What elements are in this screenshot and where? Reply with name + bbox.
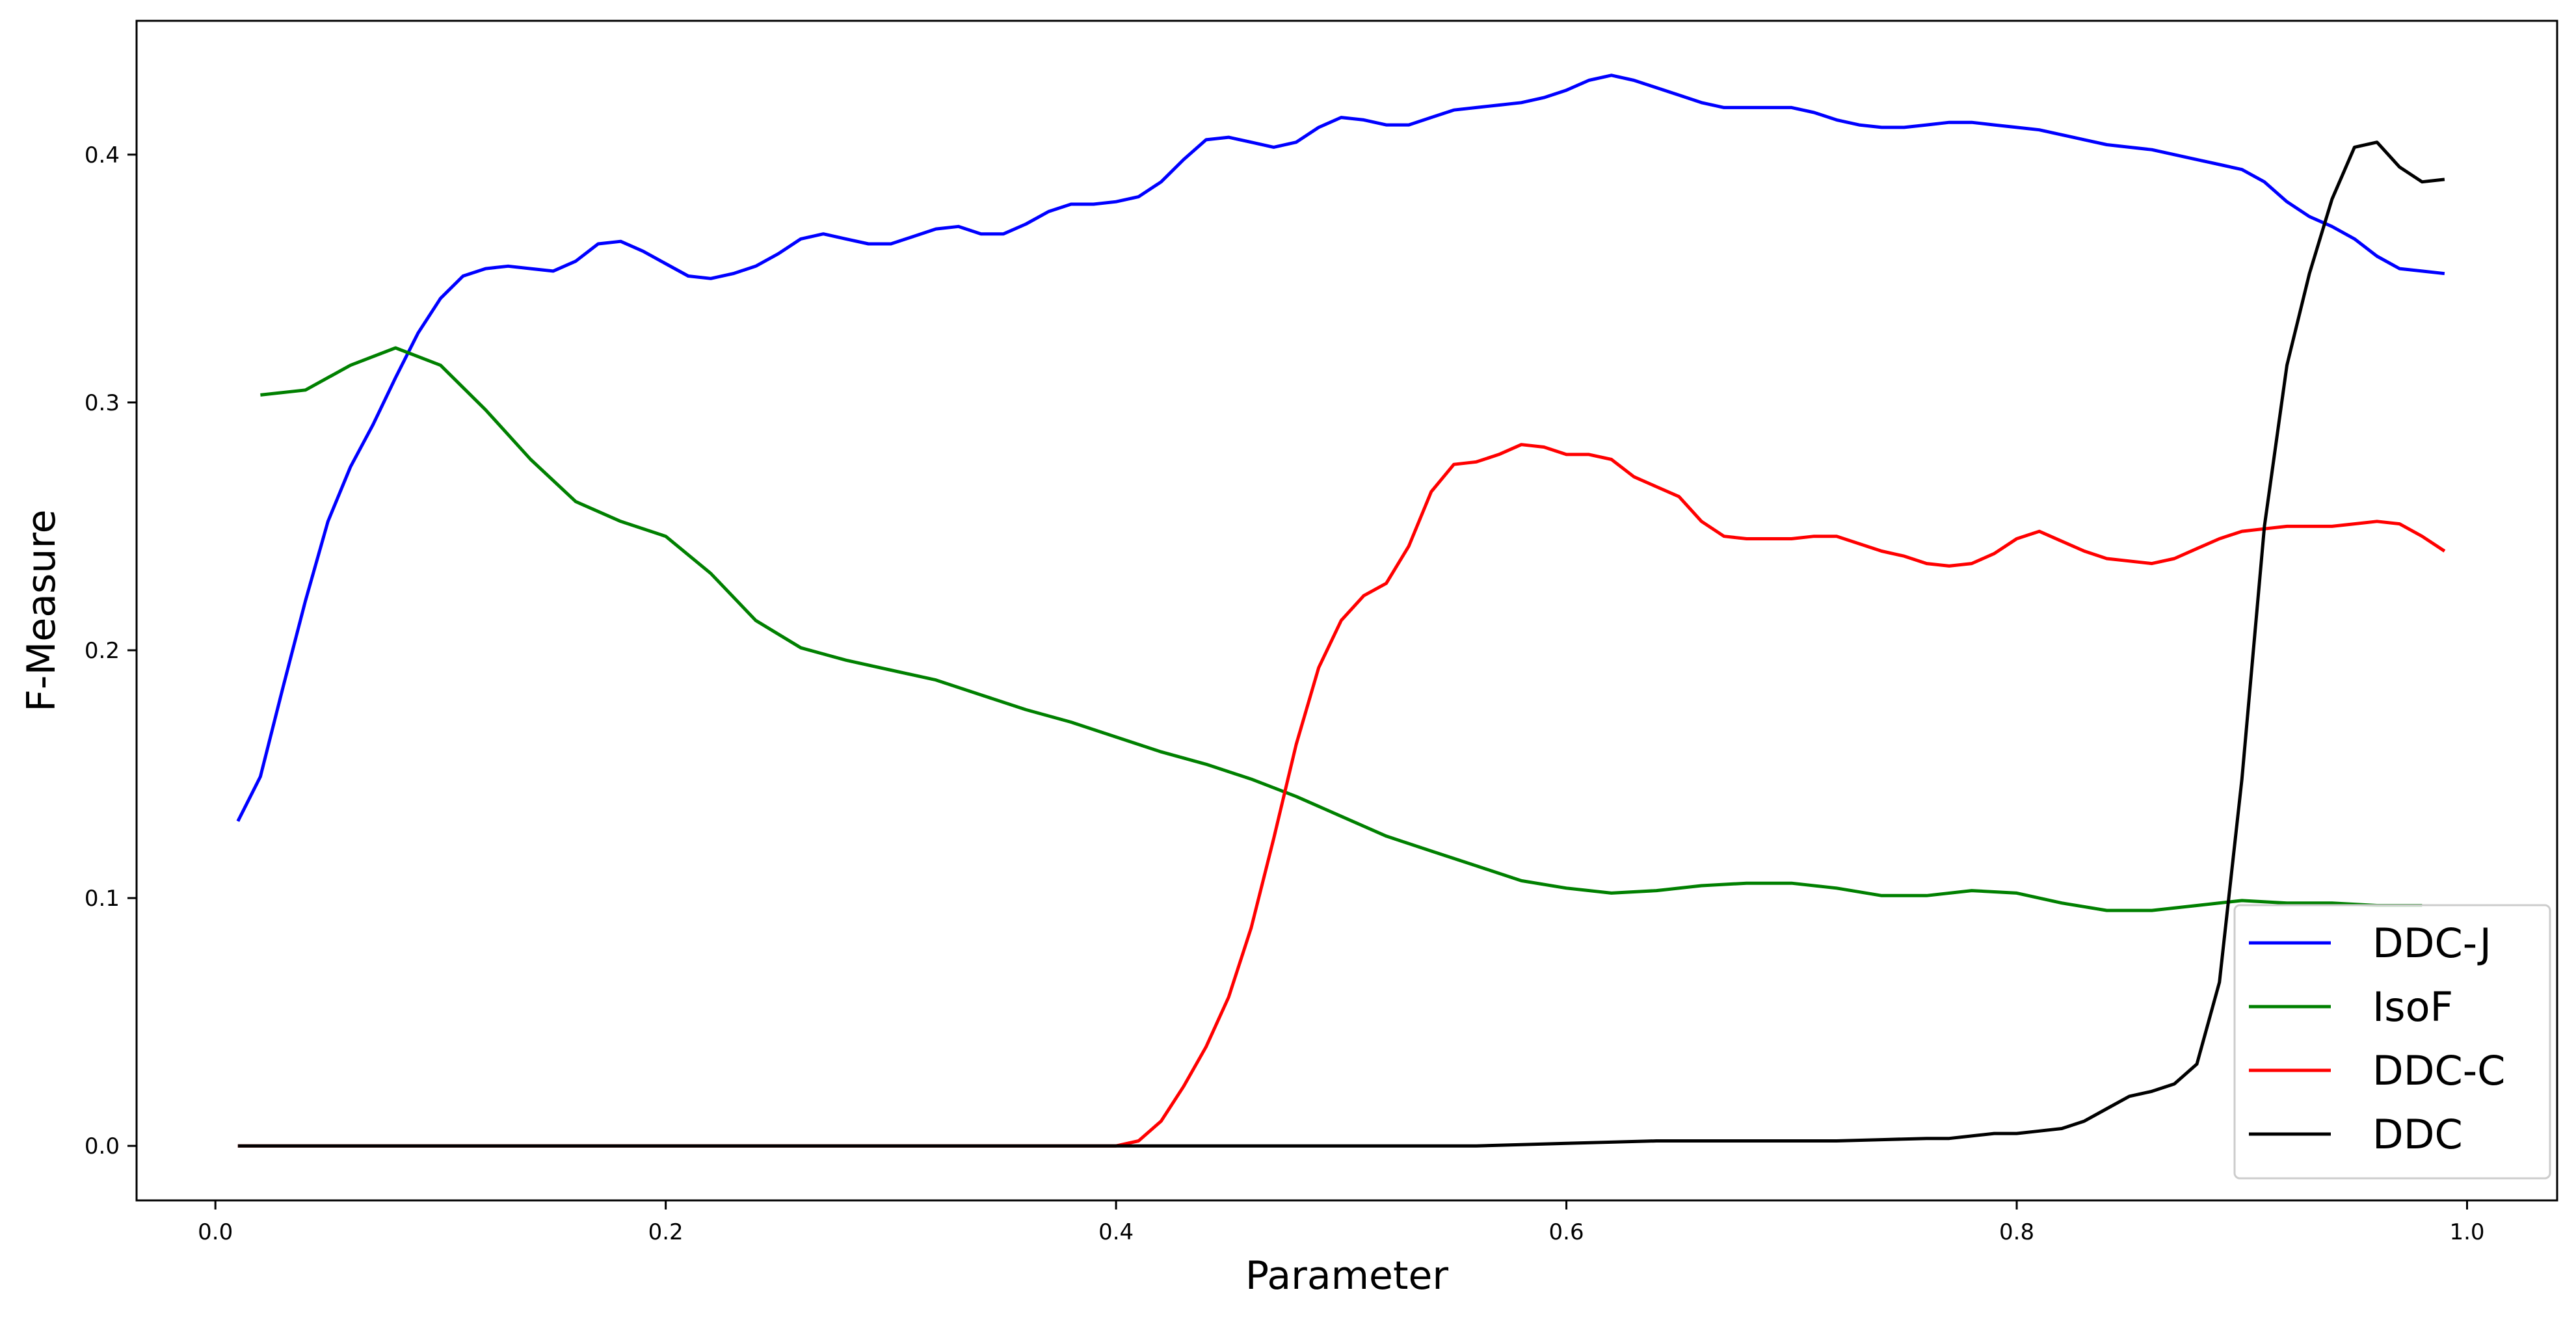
- y-tick-label: 0.1: [85, 886, 120, 912]
- x-tick-label: 0.2: [648, 1219, 684, 1245]
- y-tick-label: 0.0: [85, 1133, 120, 1159]
- y-tick-label: 0.3: [85, 390, 120, 416]
- legend-label: IsoF: [2372, 983, 2453, 1031]
- y-axis-title: F-Measure: [19, 509, 64, 711]
- series-line-ddc: [237, 140, 2445, 1148]
- series-line-ddc-c: [237, 443, 2446, 1148]
- x-tick-label: 0.6: [1549, 1219, 1584, 1245]
- legend-label: DDC: [2372, 1111, 2463, 1158]
- x-tick-label: 1.0: [2449, 1219, 2484, 1245]
- y-tick-label: 0.4: [85, 142, 120, 168]
- legend-label: DDC-J: [2372, 919, 2491, 967]
- legend-box: [2233, 904, 2551, 1180]
- series-line-ddc-j: [236, 73, 2445, 823]
- series-line-isof: [260, 346, 2423, 912]
- x-tick-label: 0.0: [198, 1219, 233, 1245]
- legend-label: DDC-C: [2372, 1047, 2505, 1094]
- x-axis: 0.0 0.2 0.4 0.6 0.8 1.0: [198, 1200, 2485, 1245]
- y-tick-label: 0.2: [85, 638, 120, 664]
- series-layer: [236, 73, 2446, 1148]
- plot-frame: [135, 20, 2558, 1202]
- x-axis-title: Parameter: [1245, 1253, 1448, 1299]
- y-axis: 0.0 0.1 0.2 0.3 0.4: [85, 142, 137, 1159]
- x-tick-label: 0.4: [1098, 1219, 1134, 1245]
- legend: DDC-J IsoF DDC-C DDC: [2233, 904, 2551, 1180]
- x-tick-label: 0.8: [1999, 1219, 2034, 1245]
